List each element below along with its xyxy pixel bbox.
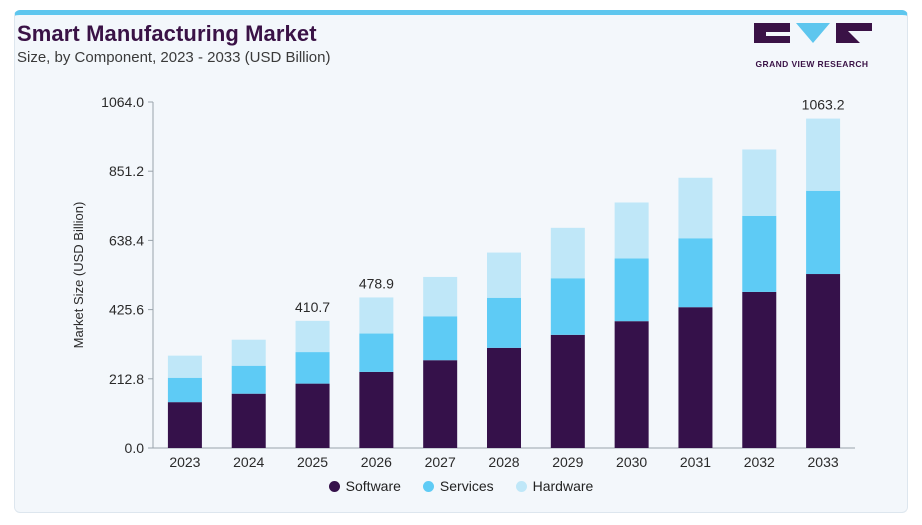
y-tick-label: 425.6 xyxy=(109,302,144,318)
bar-software-2024 xyxy=(231,393,266,448)
x-tick-label: 2029 xyxy=(552,454,583,470)
bar-software-2031 xyxy=(678,307,713,448)
bar-software-2032 xyxy=(742,291,777,448)
bar-services-2032 xyxy=(742,215,777,292)
bar-services-2030 xyxy=(614,258,649,322)
legend-item-hardware: Hardware xyxy=(515,478,594,494)
bar-hardware-2023 xyxy=(167,355,202,378)
x-tick-label: 2025 xyxy=(297,454,328,470)
bar-services-2023 xyxy=(167,377,202,403)
chart-subtitle: Size, by Component, 2023 - 2033 (USD Bil… xyxy=(17,49,331,66)
gvr-logo-icon xyxy=(754,23,872,43)
data-label-2033: 1063.2 xyxy=(802,97,845,113)
y-tick-label: 1064.0 xyxy=(101,94,144,110)
bar-services-2033 xyxy=(806,190,841,275)
y-tick-label: 851.2 xyxy=(109,163,144,179)
bar-hardware-2033 xyxy=(806,118,841,191)
x-tick-label: 2030 xyxy=(616,454,647,470)
bar-hardware-2029 xyxy=(550,227,585,279)
bar-hardware-2027 xyxy=(423,276,458,317)
legend-label: Hardware xyxy=(532,478,594,494)
y-axis-label: Market Size (USD Billion) xyxy=(71,202,86,349)
x-tick-label: 2027 xyxy=(425,454,456,470)
data-label-2025: 410.7 xyxy=(295,299,330,315)
bar-hardware-2026 xyxy=(359,297,394,334)
x-tick-label: 2031 xyxy=(680,454,711,470)
y-tick-label: 212.8 xyxy=(109,371,144,387)
bar-services-2024 xyxy=(231,365,266,394)
grand-view-research-logo: GRAND VIEW RESEARCH xyxy=(748,19,876,69)
bar-services-2025 xyxy=(295,352,330,384)
legend-item-software: Software xyxy=(328,478,401,494)
bar-services-2029 xyxy=(550,278,585,335)
x-tick-label: 2032 xyxy=(744,454,775,470)
legend-swatch xyxy=(422,480,434,492)
y-tick-label: 0.0 xyxy=(125,440,145,456)
x-tick-label: 2023 xyxy=(169,454,200,470)
bar-services-2031 xyxy=(678,238,713,308)
bar-hardware-2031 xyxy=(678,177,713,239)
legend-swatch xyxy=(515,480,527,492)
bar-hardware-2028 xyxy=(487,252,521,298)
x-tick-label: 2028 xyxy=(488,454,519,470)
bar-hardware-2025 xyxy=(295,320,330,353)
x-tick-label: 2026 xyxy=(361,454,392,470)
bar-software-2027 xyxy=(423,360,458,448)
bar-software-2023 xyxy=(167,402,202,448)
bar-services-2026 xyxy=(359,333,394,372)
data-label-2026: 478.9 xyxy=(359,275,394,291)
bar-hardware-2032 xyxy=(742,149,777,216)
bar-hardware-2030 xyxy=(614,202,649,259)
bar-software-2028 xyxy=(487,347,521,448)
bar-services-2027 xyxy=(423,316,458,361)
bar-services-2028 xyxy=(487,297,521,348)
y-tick-label: 638.4 xyxy=(109,232,144,248)
legend-label: Software xyxy=(345,478,401,494)
x-tick-label: 2033 xyxy=(808,454,839,470)
bar-software-2026 xyxy=(359,371,394,448)
x-tick-label: 2024 xyxy=(233,454,264,470)
bar-software-2030 xyxy=(614,321,649,448)
bar-software-2033 xyxy=(806,274,841,448)
bar-software-2025 xyxy=(295,383,330,448)
legend-swatch xyxy=(328,480,340,492)
legend-item-services: Services xyxy=(422,478,494,494)
legend-label: Services xyxy=(439,478,494,494)
bar-software-2029 xyxy=(550,334,585,448)
logo-text: GRAND VIEW RESEARCH xyxy=(755,59,869,69)
chart-title: Smart Manufacturing Market xyxy=(17,21,317,46)
bar-hardware-2024 xyxy=(231,339,266,366)
chart-legend: Software Services Hardware xyxy=(0,478,922,494)
